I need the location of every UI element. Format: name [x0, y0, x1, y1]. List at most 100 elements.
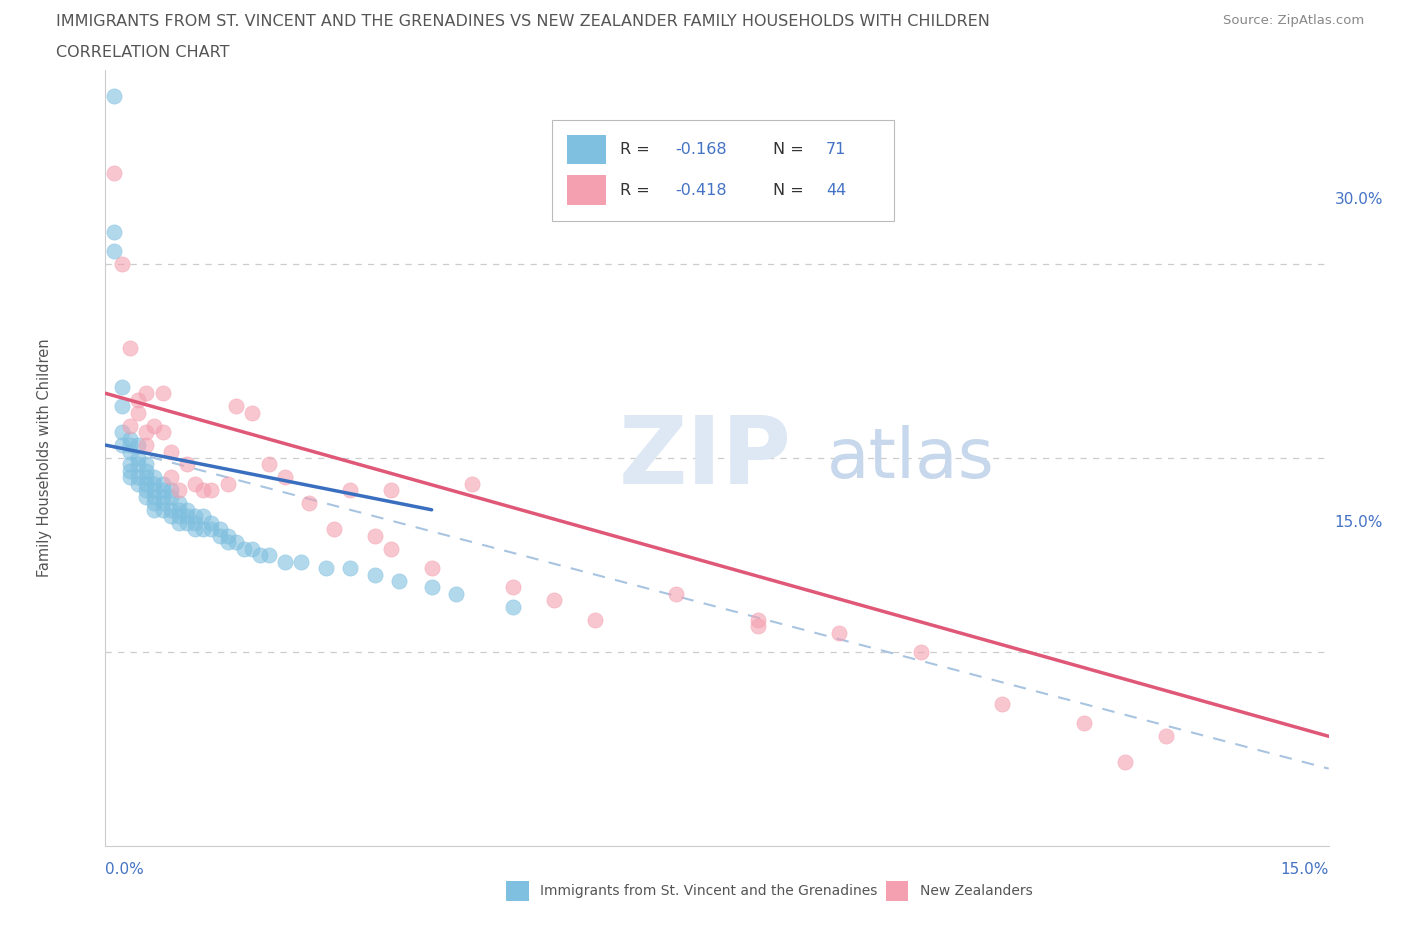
- Point: [184, 509, 207, 524]
- Text: 44: 44: [825, 182, 846, 197]
- Point: [152, 386, 174, 401]
- Point: [127, 451, 149, 466]
- Point: [127, 438, 149, 453]
- Point: [111, 379, 134, 394]
- Point: [298, 496, 321, 511]
- Point: [152, 425, 174, 440]
- Point: [217, 535, 239, 550]
- Point: [118, 438, 141, 453]
- Point: [665, 587, 688, 602]
- Point: [225, 399, 247, 414]
- Point: [167, 496, 190, 511]
- FancyBboxPatch shape: [567, 135, 606, 165]
- Text: 30.0%: 30.0%: [1334, 192, 1384, 206]
- Point: [127, 470, 149, 485]
- Point: [143, 489, 166, 504]
- Point: [103, 224, 125, 239]
- Text: Immigrants from St. Vincent and the Grenadines: Immigrants from St. Vincent and the Gren…: [540, 884, 877, 898]
- Point: [118, 463, 141, 478]
- Point: [135, 457, 157, 472]
- Point: [103, 166, 125, 180]
- Text: 15.0%: 15.0%: [1334, 515, 1384, 530]
- FancyBboxPatch shape: [567, 176, 606, 205]
- Point: [135, 483, 157, 498]
- Point: [176, 515, 198, 530]
- Point: [152, 496, 174, 511]
- Point: [200, 483, 222, 498]
- Point: [991, 697, 1014, 711]
- Point: [135, 425, 157, 440]
- Point: [257, 548, 280, 563]
- Point: [135, 438, 157, 453]
- Text: atlas: atlas: [827, 424, 995, 492]
- Point: [176, 502, 198, 517]
- Point: [1114, 755, 1136, 770]
- Point: [1154, 729, 1177, 744]
- Point: [143, 483, 166, 498]
- Point: [420, 561, 443, 576]
- Text: Source: ZipAtlas.com: Source: ZipAtlas.com: [1223, 14, 1364, 27]
- Point: [111, 399, 134, 414]
- Point: [184, 522, 207, 537]
- Point: [152, 502, 174, 517]
- Text: New Zealanders: New Zealanders: [920, 884, 1032, 898]
- Point: [159, 445, 181, 459]
- Point: [1073, 716, 1095, 731]
- Point: [747, 618, 769, 633]
- Point: [135, 463, 157, 478]
- Text: IMMIGRANTS FROM ST. VINCENT AND THE GRENADINES VS NEW ZEALANDER FAMILY HOUSEHOLD: IMMIGRANTS FROM ST. VINCENT AND THE GREN…: [56, 14, 990, 29]
- Point: [240, 405, 263, 420]
- Point: [363, 567, 385, 582]
- Point: [159, 509, 181, 524]
- Point: [135, 386, 157, 401]
- Point: [290, 554, 312, 569]
- Point: [225, 535, 247, 550]
- Point: [127, 476, 149, 491]
- Text: 71: 71: [825, 142, 846, 157]
- Point: [127, 457, 149, 472]
- Point: [103, 244, 125, 259]
- Point: [208, 522, 231, 537]
- Text: 15.0%: 15.0%: [1281, 862, 1329, 877]
- Point: [167, 515, 190, 530]
- Point: [111, 257, 134, 272]
- Point: [127, 392, 149, 407]
- Text: 0.0%: 0.0%: [105, 862, 145, 877]
- Point: [184, 476, 207, 491]
- Point: [193, 483, 215, 498]
- Point: [143, 496, 166, 511]
- Point: [111, 438, 134, 453]
- Point: [339, 561, 361, 576]
- Point: [135, 470, 157, 485]
- Point: [339, 483, 361, 498]
- Point: [274, 470, 297, 485]
- Point: [217, 476, 239, 491]
- Point: [111, 425, 134, 440]
- Point: [380, 483, 402, 498]
- Point: [127, 405, 149, 420]
- Point: [502, 600, 524, 615]
- Point: [444, 587, 467, 602]
- Point: [143, 476, 166, 491]
- Point: [193, 509, 215, 524]
- Point: [543, 593, 565, 608]
- Point: [193, 522, 215, 537]
- Point: [315, 561, 337, 576]
- Point: [167, 502, 190, 517]
- Point: [176, 457, 198, 472]
- Point: [583, 612, 606, 627]
- Point: [200, 522, 222, 537]
- Point: [502, 580, 524, 595]
- Text: R =: R =: [620, 182, 650, 197]
- Point: [257, 457, 280, 472]
- Text: -0.418: -0.418: [675, 182, 727, 197]
- Point: [118, 432, 141, 446]
- Point: [118, 470, 141, 485]
- Point: [388, 574, 411, 589]
- Point: [747, 612, 769, 627]
- Point: [208, 528, 231, 543]
- Point: [322, 522, 344, 537]
- Point: [135, 489, 157, 504]
- Text: ZIP: ZIP: [619, 412, 792, 504]
- Point: [118, 418, 141, 433]
